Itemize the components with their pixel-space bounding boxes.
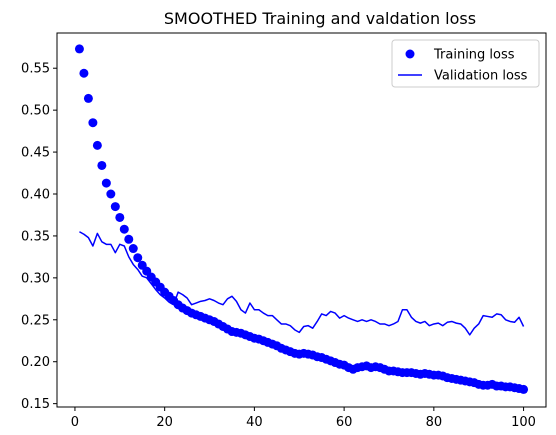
y-tick-label: 0.40 [21,188,50,203]
training-loss-point [79,68,89,78]
x-tick-label: 80 [426,415,443,430]
series-layer [74,44,529,394]
y-tick-label: 0.30 [21,271,50,286]
y-tick-label: 0.15 [21,397,50,412]
training-loss-point [128,244,138,254]
training-loss-point [124,234,134,244]
legend-label-validation: Validation loss [434,69,528,84]
training-loss-point [106,189,116,199]
training-loss-point [133,253,143,263]
y-tick-label: 0.35 [21,229,50,244]
x-tick-label: 20 [156,415,173,430]
training-loss-point [101,178,111,188]
training-loss-point [110,202,120,212]
y-tick-label: 0.50 [21,104,50,119]
training-loss-point [92,140,102,150]
plot-area [56,32,547,408]
chart-title: SMOOTHED Training and valdation loss [164,9,476,28]
y-tick-label: 0.25 [21,313,50,328]
y-axis: 0.15 0.20 0.25 0.30 0.35 0.40 0.45 0.50 0.55 [21,62,57,412]
y-tick-label: 0.20 [21,355,50,370]
validation-loss-line [79,231,525,336]
legend-label-training: Training loss [433,48,515,63]
x-tick-label: 0 [71,415,79,430]
training-loss-point [83,93,93,103]
x-tick-label: 60 [336,415,353,430]
training-loss-point [74,44,84,54]
training-loss-point [97,160,107,170]
training-loss-point [115,212,125,222]
x-tick-label: 100 [511,415,536,430]
training-loss-point [88,118,98,128]
training-loss-point [119,224,129,234]
x-tick-label: 40 [246,415,263,430]
y-tick-label: 0.45 [21,146,50,161]
axes-frame [56,32,547,408]
legend-box [391,39,540,88]
y-tick-label: 0.55 [21,62,50,77]
legend-marker-training [405,49,415,59]
training-loss-point [519,384,529,394]
legend: Training loss Validation loss [391,39,540,88]
x-axis: 0 20 40 60 80 100 [71,407,536,430]
